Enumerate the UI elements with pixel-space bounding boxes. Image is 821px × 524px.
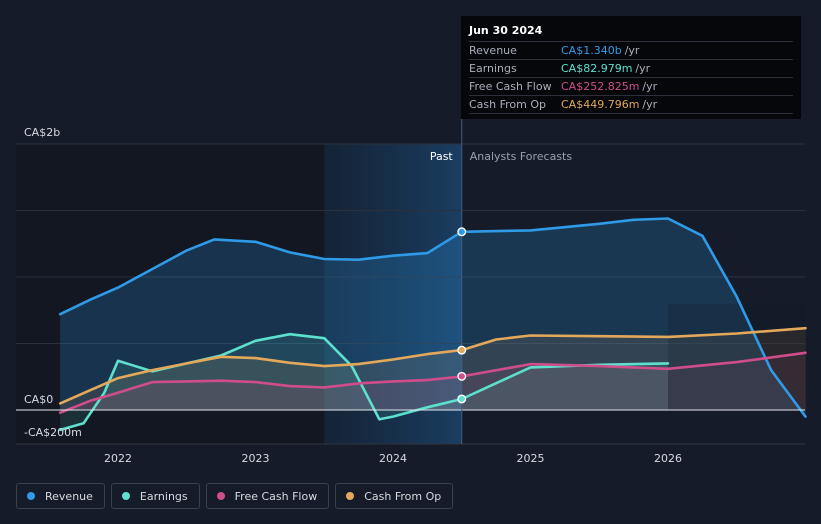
- legend-item-earnings[interactable]: Earnings: [110, 483, 200, 509]
- legend-dot-icon: [346, 492, 355, 500]
- chart-legend: Revenue Earnings Free Cash Flow Cash Fro…: [16, 483, 459, 511]
- legend-item-free-cash-flow[interactable]: Free Cash Flow: [205, 483, 330, 509]
- y-tick-label: -CA$200m: [24, 426, 82, 439]
- past-label: Past: [430, 150, 454, 163]
- tooltip-label: Revenue: [469, 44, 517, 57]
- x-tick-label: 2026: [654, 452, 682, 465]
- highlight-marker-free-cash-flow: [457, 371, 467, 381]
- tooltip-label: Free Cash Flow: [469, 80, 552, 93]
- series-area-cash-from-op: [60, 328, 806, 410]
- tooltip-row-cash-from-op: Cash From Op CA$449.796m /yr: [469, 96, 793, 114]
- highlight-marker-cash-from-op: [457, 345, 467, 355]
- highlight-marker-revenue: [457, 227, 467, 237]
- series-line-earnings: [58, 332, 670, 432]
- tooltip-unit: /yr: [624, 44, 640, 57]
- series-line-free-cash-flow: [58, 351, 807, 414]
- data-tooltip: Jun 30 2024 Revenue CA$1.340b /yr Earnin…: [461, 16, 801, 119]
- tooltip-unit: /yr: [642, 80, 658, 93]
- tooltip-row-earnings: Earnings CA$82.979m /yr: [469, 60, 793, 78]
- x-tick-label: 2024: [379, 452, 407, 465]
- tooltip-date: Jun 30 2024: [469, 24, 793, 42]
- tooltip-row-revenue: Revenue CA$1.340b /yr: [469, 42, 793, 60]
- tooltip-label: Cash From Op: [469, 98, 547, 111]
- y-tick-label: CA$2b: [24, 126, 60, 139]
- tooltip-value: CA$449.796m: [561, 98, 640, 111]
- tooltip-value: CA$1.340b: [561, 44, 622, 57]
- highlight-region: [324, 144, 462, 444]
- series-line-revenue: [58, 217, 807, 418]
- tooltip-unit: /yr: [635, 62, 651, 75]
- legend-dot-icon: [27, 492, 35, 500]
- legend-label: Revenue: [45, 489, 93, 503]
- legend-label: Earnings: [139, 489, 188, 503]
- tooltip-value: CA$82.979m: [561, 62, 633, 75]
- legend-item-cash-from-op[interactable]: Cash From Op: [335, 483, 454, 509]
- x-tick-label: 2023: [242, 452, 270, 465]
- legend-item-revenue[interactable]: Revenue: [16, 483, 105, 509]
- series-line-cash-from-op: [58, 326, 807, 405]
- legend-label: Free Cash Flow: [234, 489, 318, 503]
- x-tick-label: 2025: [517, 452, 545, 465]
- legend-dot-icon: [121, 492, 130, 500]
- tooltip-unit: /yr: [642, 98, 658, 111]
- legend-dot-icon: [216, 492, 225, 500]
- highlight-marker-earnings: [457, 394, 467, 404]
- legend-label: Cash From Op: [364, 489, 442, 503]
- x-tick-label: 2022: [104, 452, 132, 465]
- tooltip-label: Earnings: [469, 62, 517, 75]
- forecast-label: Analysts Forecasts: [470, 150, 573, 163]
- y-tick-label: CA$0: [24, 393, 53, 406]
- tooltip-value: CA$252.825m: [561, 80, 640, 93]
- tooltip-row-free-cash-flow: Free Cash Flow CA$252.825m /yr: [469, 78, 793, 96]
